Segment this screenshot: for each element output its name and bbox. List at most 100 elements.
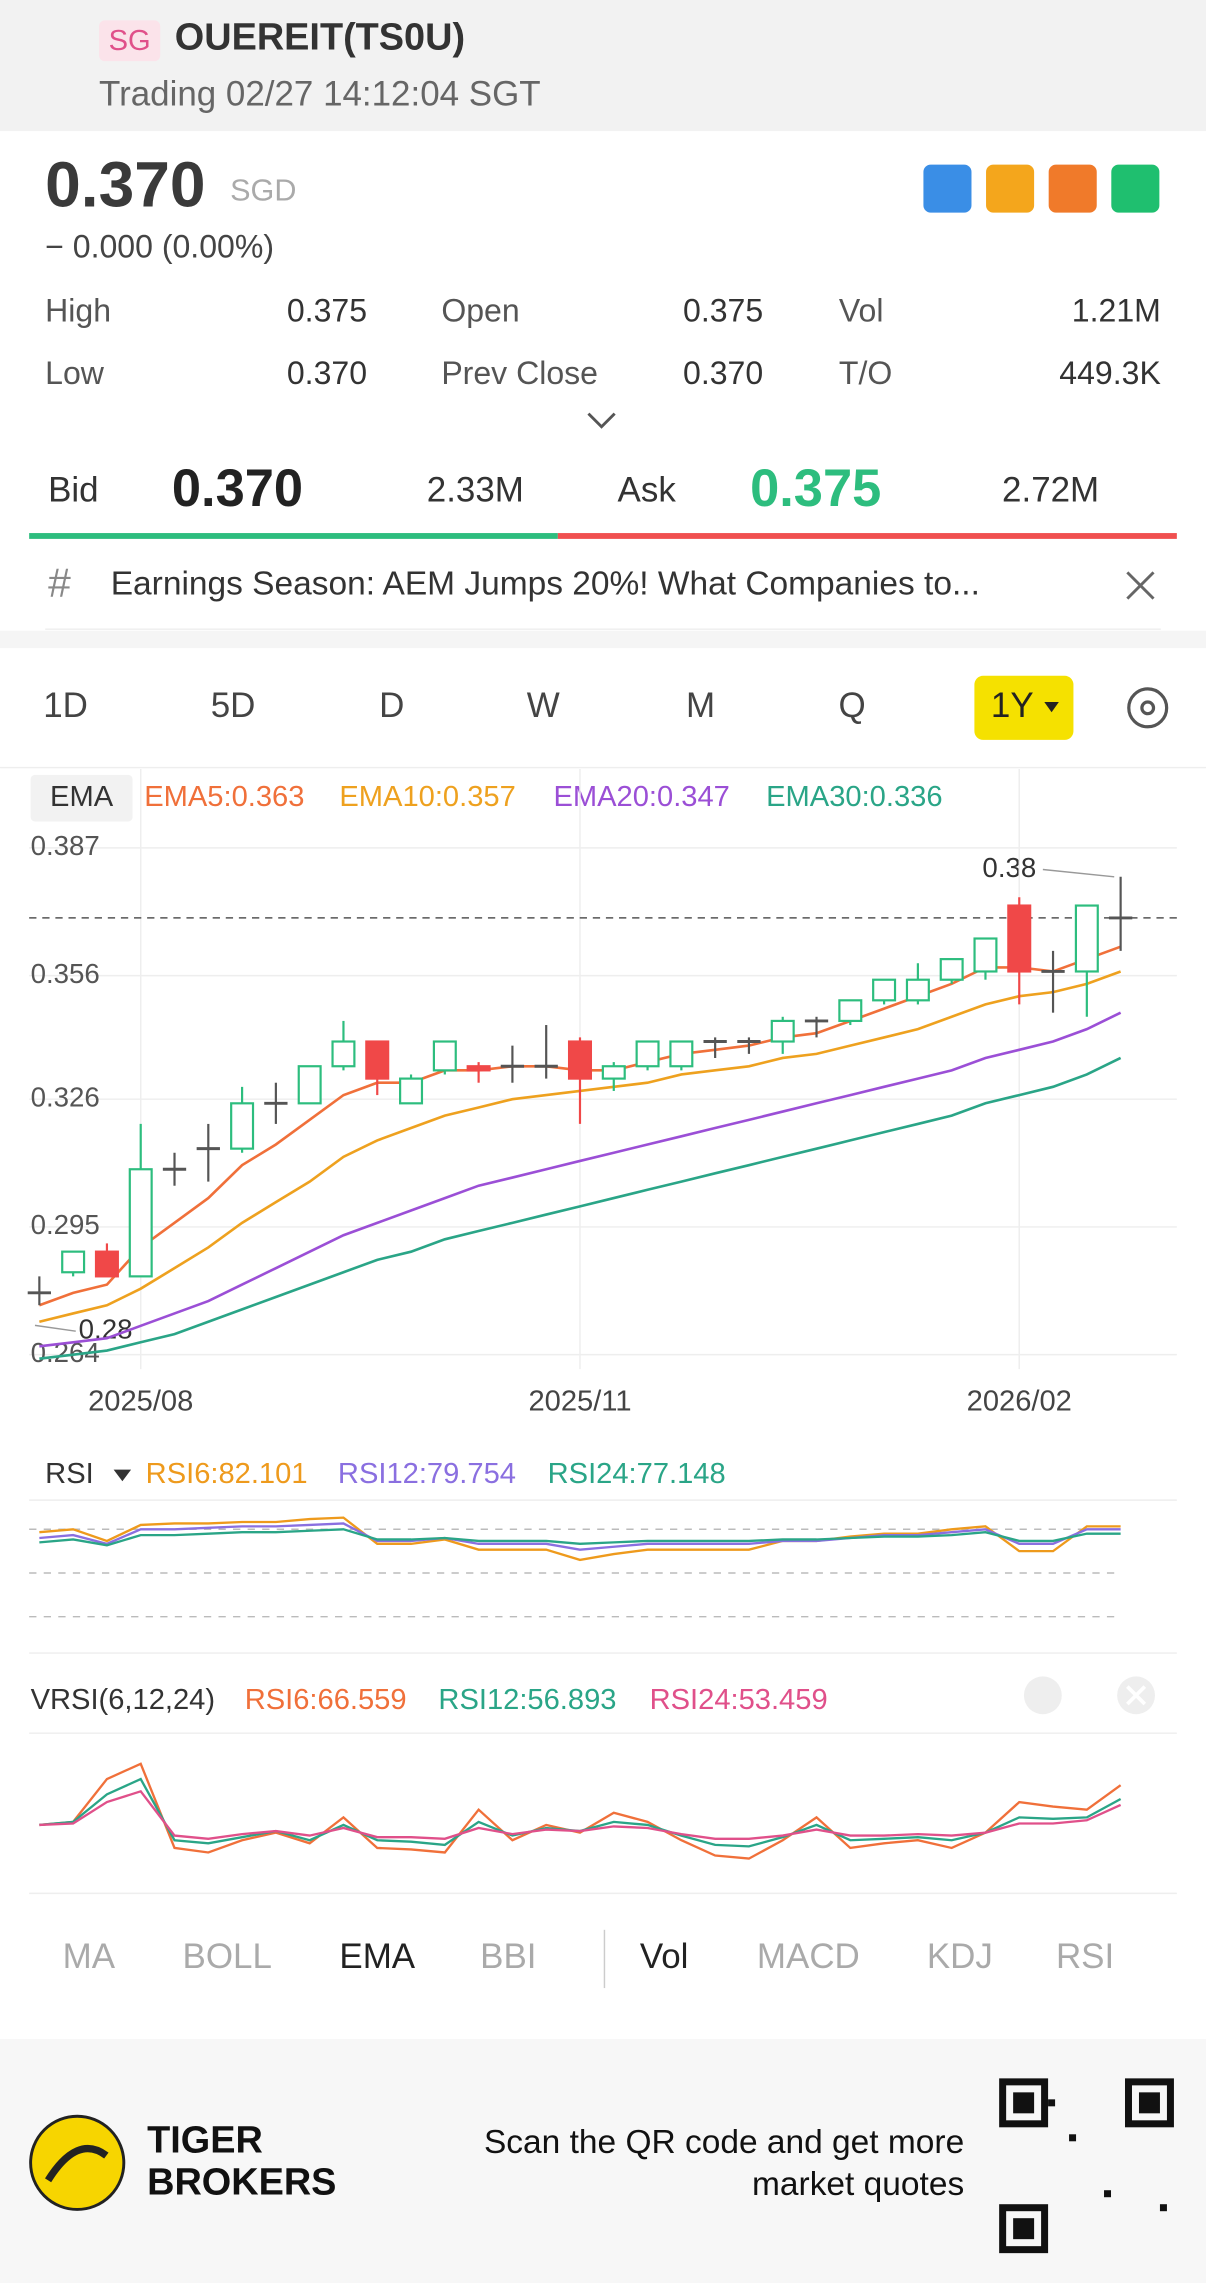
candle-body [905,978,930,1002]
period[interactable]: Q [838,686,865,725]
stat-label: T/O [839,355,892,391]
icon[interactable] [986,164,1035,213]
price: 0.370 [45,148,205,220]
icon[interactable] [1111,164,1160,213]
candle-body [94,1250,119,1278]
ask-size: 2.72M [1002,471,1099,510]
vrsi-title: VRSI(6,12,24) [31,1684,215,1716]
indicator: EMA [50,781,114,813]
rsi-title: RSI [45,1458,94,1490]
candle-body [567,1040,593,1080]
candle-body [601,1065,626,1080]
period[interactable]: 1D [43,686,88,725]
tab[interactable]: MA [63,1937,116,1976]
stat-value: 0.375 [683,293,763,329]
expand[interactable] [587,412,616,429]
icons [923,164,1160,213]
bid-size: 2.33M [427,471,524,510]
tab[interactable]: BOLL [183,1937,272,1976]
legend: EMA5:0.363 [144,781,304,813]
news[interactable]: Earnings Season: AEM Jumps 20%! What Com… [111,565,980,602]
qr-finder [999,2078,1049,2128]
candle-body [973,937,998,973]
period[interactable]: D [379,686,404,725]
rsi-dropdown[interactable] [113,1469,132,1482]
qr-finder [1013,2218,1035,2240]
candle-body [939,958,964,981]
y-tick-label: 0.387 [31,830,100,861]
icon[interactable] [923,164,972,213]
qr-cell [1048,2099,1056,2107]
stat-value: 0.370 [287,355,367,391]
qr-finder [999,2204,1049,2254]
qr-finder [1124,2078,1174,2128]
period[interactable]: M [686,686,715,725]
ema-line [39,1056,1122,1361]
qr-code [999,2078,1174,2254]
stat-value: 449.3K [1059,355,1161,391]
candle-body [872,978,897,1002]
indicator-bg [30,774,133,822]
indicator-line [39,1516,1121,1562]
qr-cell [1104,2190,1112,2198]
candle-body [432,1040,457,1072]
tab[interactable]: MACD [757,1937,860,1976]
tab[interactable]: EMA [339,1937,415,1976]
ask-label: Ask [618,471,677,510]
tab[interactable]: BBI [480,1937,536,1976]
x-tick-label: 2025/08 [88,1385,193,1417]
period[interactable]: 5D [211,686,256,725]
candle-body [230,1102,255,1150]
legend: EMA10:0.357 [339,781,515,813]
y-tick-label: 0.356 [31,958,100,989]
badge: SG [109,25,151,57]
x-tick-label: 2026/02 [967,1385,1072,1417]
candle-body [635,1040,660,1068]
legend: RSI6:66.559 [245,1684,407,1716]
candle-body [466,1065,491,1072]
x-tick-label: 2025/11 [528,1385,631,1417]
period-active [974,675,1074,740]
close[interactable] [1126,571,1155,600]
tab[interactable]: KDJ [927,1937,993,1976]
period[interactable]: 1Y [991,686,1034,725]
indicator-line [39,1789,1122,1840]
stat-value: 0.375 [287,293,367,329]
ema-line [39,1011,1122,1348]
period-caret [1044,702,1059,713]
logo-stripe [45,2144,109,2183]
candle-body [331,1040,356,1068]
stat-value: 0.370 [683,355,763,391]
ask: 0.375 [750,460,881,518]
indicator-line [39,1522,1121,1551]
candle-body [669,1040,694,1068]
candle-body [61,1250,86,1274]
y-tick-label: 0.326 [31,1082,100,1113]
candle-body [399,1077,424,1105]
tab[interactable]: RSI [1056,1937,1114,1976]
qr-finder [1138,2092,1160,2114]
stat-label: Vol [839,293,884,329]
hash: # [48,559,71,605]
logo [29,2114,126,2211]
pin[interactable] [1023,1676,1062,1715]
legend: EMA30:0.336 [766,781,942,813]
y-tick-label: 0.295 [31,1209,100,1240]
qr-finder [1013,2092,1035,2114]
icon[interactable] [1048,164,1097,213]
ask-bar [557,533,1177,539]
settings[interactable] [1127,687,1169,729]
title: OUEREIT(TS0U) [175,16,465,58]
period[interactable]: W [527,686,560,725]
candle-body [770,1019,795,1043]
max-leader [1042,868,1115,878]
currency: SGD [230,173,296,207]
candle-body [1007,904,1032,973]
tab[interactable]: Vol [640,1937,689,1976]
bid-bar [29,533,558,539]
candle-body [1074,904,1099,973]
candle-body [838,999,863,1023]
brand: BROKERS [147,2162,336,2204]
